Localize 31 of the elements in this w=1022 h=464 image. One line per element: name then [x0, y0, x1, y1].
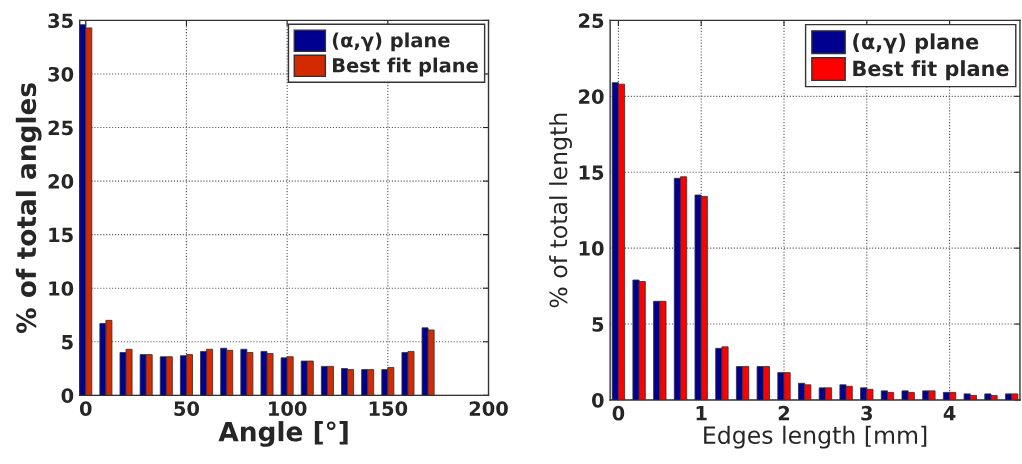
x-tick-label: 50 — [174, 401, 200, 416]
y-tick-label: 35 — [48, 13, 73, 29]
y-tick-label: 25 — [48, 120, 73, 136]
y-tick-label: 10 — [49, 281, 74, 296]
y-tick-label: 15 — [49, 227, 73, 243]
x-axis-title: Edges length [mm] — [704, 425, 927, 449]
x-tick-label: 100 — [269, 401, 307, 416]
x-tick-label: 0 — [612, 405, 625, 421]
y-tick-label: 15 — [579, 165, 604, 180]
x-tick-label: 3 — [861, 405, 873, 421]
x-tick-label: 1 — [696, 406, 707, 421]
x-tick-label: 2 — [778, 405, 790, 421]
y-tick-label: 5 — [62, 334, 73, 350]
x-axis-title: Angle [°] — [218, 421, 348, 447]
y-tick-label: 20 — [48, 174, 74, 189]
y-axis-title: % of total angles — [15, 83, 42, 333]
x-tick-label: 4 — [943, 406, 956, 421]
y-tick-label: 10 — [579, 241, 604, 256]
x-tick-label: 150 — [369, 401, 408, 416]
legend-label: Best fit plane — [853, 60, 1009, 81]
legend-label: (α,γ) plane — [332, 32, 450, 52]
y-tick-label: 30 — [48, 66, 74, 82]
x-tick-label: 0 — [79, 401, 92, 416]
y-tick-label: 5 — [592, 317, 604, 332]
y-tick-label: 20 — [579, 89, 604, 104]
x-tick-label: 200 — [469, 401, 508, 416]
y-tick-label: 0 — [61, 388, 74, 403]
legend-label: (α,γ) plane — [853, 33, 979, 54]
y-tick-label: 25 — [579, 13, 604, 29]
legend-label: Best fit plane — [333, 57, 478, 77]
y-axis-title: % of total length — [549, 113, 572, 308]
